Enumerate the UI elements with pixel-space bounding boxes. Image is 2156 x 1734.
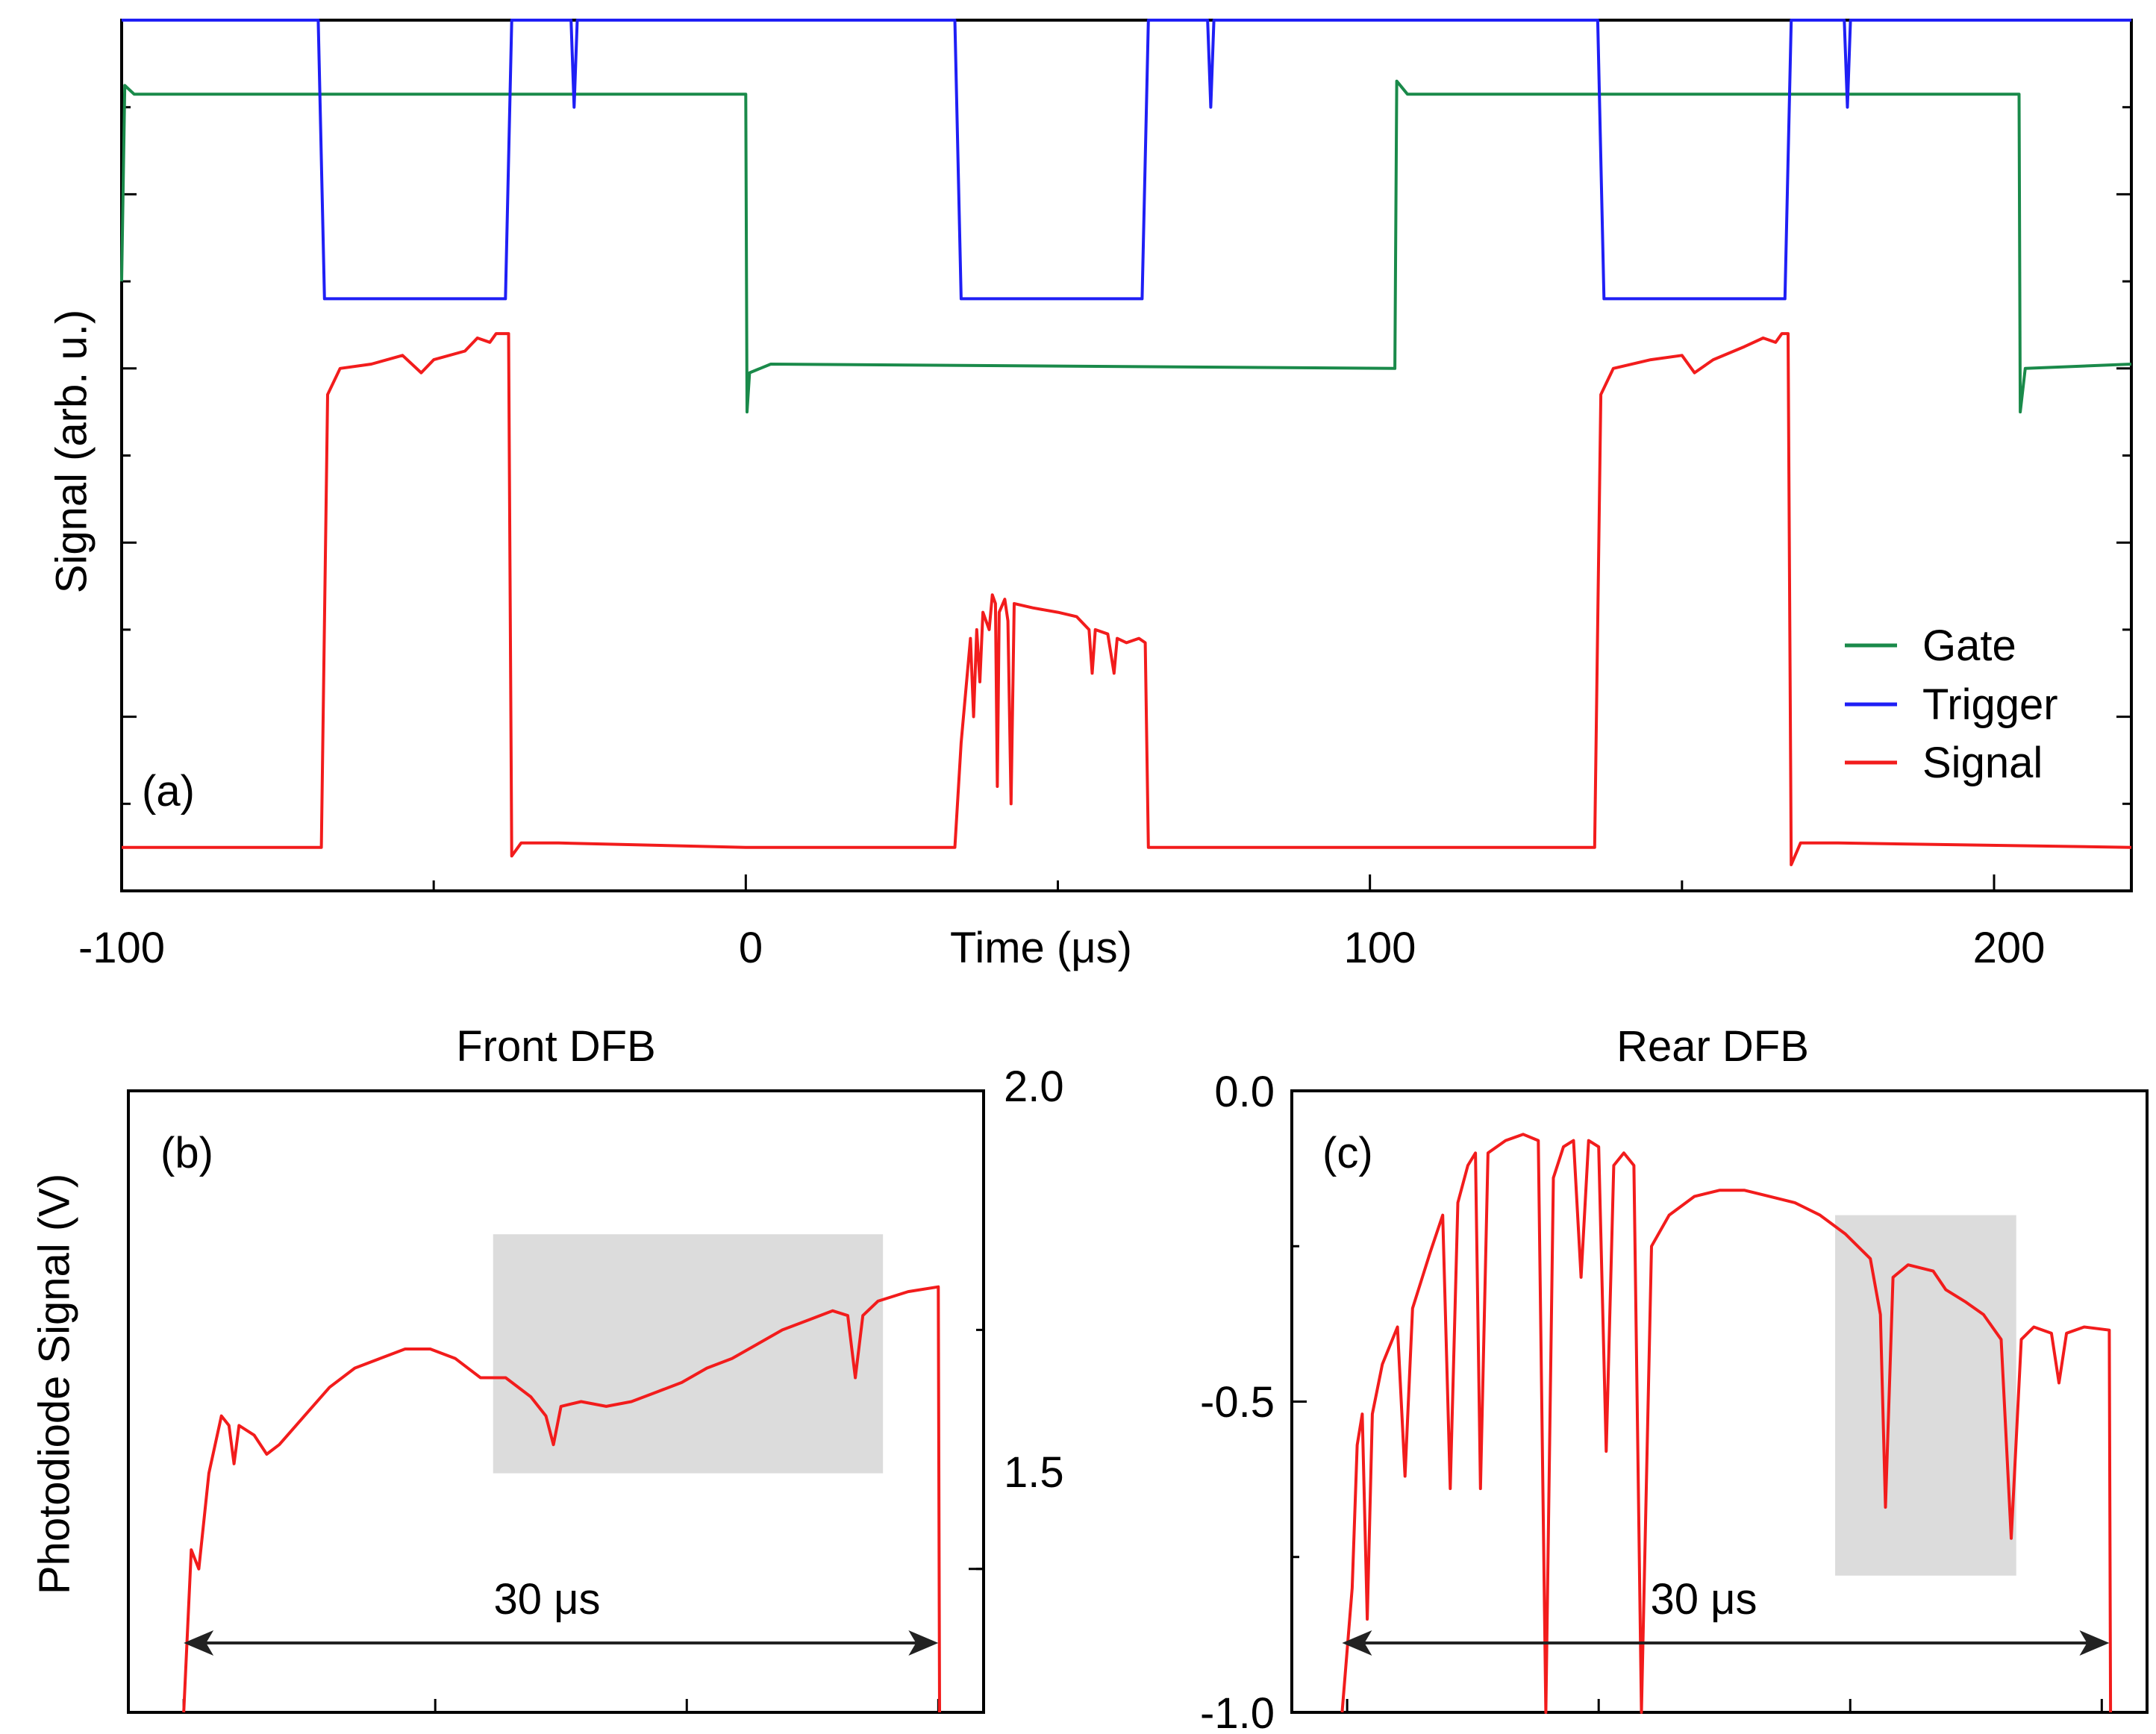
panel-b-duration-arrow <box>184 1630 939 1656</box>
legend-label-gate: Gate <box>1922 622 2016 670</box>
panel-b-highlight-region <box>493 1234 884 1474</box>
panel-b-ytick-label: 1.5 <box>1004 1448 1064 1497</box>
panel-c-highlight-region <box>1835 1215 2016 1576</box>
panel-a-xlabel: Time (μs) <box>950 924 1132 972</box>
panel-a-xtick-label: 0 <box>739 924 763 972</box>
panel-a-letter: (a) <box>142 767 195 816</box>
panel-c-ticks <box>1292 1089 2103 1714</box>
panel-a-frame <box>120 19 2133 892</box>
panel-c-ytick-label: 0.0 <box>1214 1068 1275 1116</box>
b-arrow-head-right <box>908 1630 939 1656</box>
panel-c-ytick-label: -0.5 <box>1200 1378 1275 1427</box>
panel-b-letter: (b) <box>160 1129 213 1177</box>
panel-c-annotation: 30 μs <box>1650 1575 1757 1624</box>
trace-gate <box>120 79 2132 414</box>
panel-a-xtick-label: -100 <box>78 924 165 972</box>
panel-a-ticks <box>120 19 2131 892</box>
panel-a-traces <box>120 19 2132 866</box>
panel-a-xtick-labels: -100 0 100 200 <box>78 924 2045 972</box>
panel-c-letter: (c) <box>1322 1129 1373 1177</box>
panel-a-ylabel: Signal (arb. u.) <box>47 310 96 593</box>
panel-b-title: Front DFB <box>456 1022 656 1071</box>
trace-trigger <box>122 19 2131 301</box>
panel-c-title: Rear DFB <box>1616 1022 1809 1071</box>
c-arrow-head-right <box>2079 1630 2110 1656</box>
panel-c: Rear DFB (c) 0.0 -0.5 -1.0 30 μs <box>1200 1022 2149 1734</box>
panel-b-traces <box>182 1285 941 1713</box>
panel-c-ytick-label: -1.0 <box>1200 1689 1275 1734</box>
panel-b-frame <box>127 1089 985 1714</box>
panel-c-duration-arrow <box>1342 1630 2110 1656</box>
legend-label-signal: Signal <box>1922 739 2043 787</box>
legend-label-trigger: Trigger <box>1922 680 2058 729</box>
panel-a-xtick-label: 100 <box>1344 924 1416 972</box>
panel-a: (a) Signal (arb. u.) Time (μs) -100 0 10… <box>47 19 2133 972</box>
c-arrow-head-left <box>1342 1630 1372 1656</box>
trace-signal <box>182 1285 941 1713</box>
panel-b-annotation: 30 μs <box>493 1575 600 1624</box>
panel-b-ytick-label: 2.0 <box>1004 1062 1064 1111</box>
panel-a-xtick-label: 200 <box>1973 924 2046 972</box>
b-arrow-head-left <box>184 1630 214 1656</box>
panel-b-ylabel: Photodiode Signal (V) <box>30 1174 78 1594</box>
legend: Gate Trigger Signal <box>1845 622 2058 787</box>
trace-signal <box>122 332 2132 866</box>
panel-c-traces <box>1340 1133 2113 1714</box>
panel-b: Front DFB (b) Photodiode Signal (V) 2.0 … <box>30 1022 1064 1714</box>
trace-signal <box>1340 1133 2113 1714</box>
